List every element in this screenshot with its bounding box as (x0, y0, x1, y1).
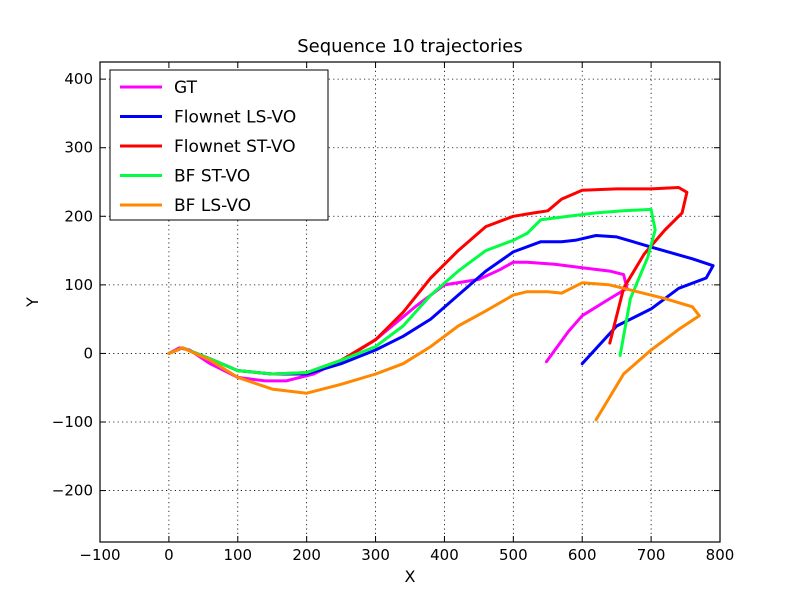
x-tick-label: 500 (499, 546, 528, 564)
x-tick-label: 200 (292, 546, 321, 564)
chart-title: Sequence 10 trajectories (297, 36, 523, 57)
legend: GT Flownet LS-VO Flownet ST-VO BF ST-VO BF L… (109, 69, 329, 221)
legend-label-gt: GT (174, 78, 198, 98)
x-tick-label: 300 (361, 546, 390, 564)
x-tick-label: 700 (637, 546, 666, 564)
legend-label-flownet-ls-vo: Flownet LS-VO (174, 108, 296, 128)
series-group (167, 186, 715, 422)
legend-label-bf-ls-vo: BF LS-VO (174, 196, 251, 216)
x-tick-label: 800 (706, 546, 735, 564)
series-line-bf-st-vo (167, 207, 657, 376)
legend-label-flownet-st-vo: Flownet ST-VO (174, 137, 296, 157)
x-tick-label: 400 (430, 546, 459, 564)
x-axis-label: X (405, 567, 416, 586)
ticks: −100 0 100 200 300 400 500 600 700 800 −200 −100 0 10… (52, 62, 735, 564)
y-tick-label: −200 (52, 482, 93, 500)
y-tick-label: 300 (64, 139, 93, 157)
x-tick-label: 100 (223, 546, 252, 564)
x-tick-label: 0 (164, 546, 174, 564)
y-tick-label: 200 (64, 207, 93, 225)
legend-label-bf-st-vo: BF ST-VO (174, 167, 250, 187)
y-axis-label: Y (23, 297, 42, 308)
plot-frame (99, 61, 721, 543)
x-tick-label: −100 (79, 546, 120, 564)
x-tick-label: 600 (568, 546, 597, 564)
y-tick-label: 0 (83, 344, 93, 362)
series-line-bf-ls-vo (167, 281, 701, 422)
y-tick-label: −100 (52, 413, 93, 431)
y-tick-label: 100 (64, 276, 93, 294)
y-tick-label: 400 (64, 70, 93, 88)
